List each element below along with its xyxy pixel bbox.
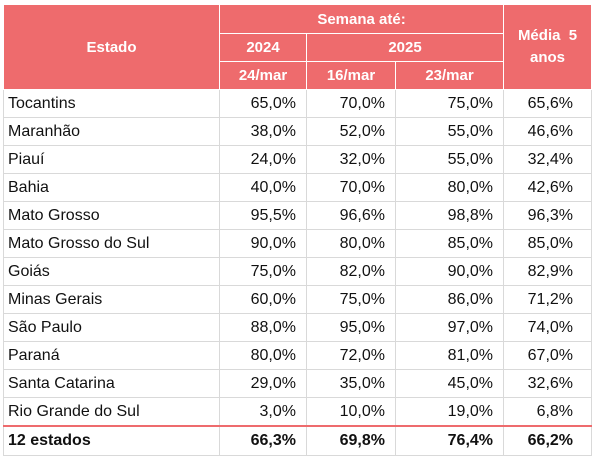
cell-v3: 98,8% xyxy=(394,201,505,230)
cell-estado: Santa Catarina xyxy=(3,369,220,398)
cell-v1: 3,0% xyxy=(219,397,307,427)
table-footer: 12 estados 66,3% 69,8% 76,4% 66,2% xyxy=(3,425,593,456)
table-row: Paraná 80,0% 72,0% 81,0% 67,0% xyxy=(3,341,593,370)
cell-v1: 75,0% xyxy=(219,257,307,286)
cell-v1: 24,0% xyxy=(219,145,307,174)
header-estado: Estado xyxy=(3,4,220,90)
table-row: Mato Grosso 95,5% 96,6% 98,8% 96,3% xyxy=(3,201,593,230)
cell-v1: 90,0% xyxy=(219,229,307,258)
header-media-line1: Média 5 xyxy=(517,27,578,44)
table-row: Tocantins 65,0% 70,0% 75,0% 65,6% xyxy=(3,89,593,118)
cell-v2: 72,0% xyxy=(306,341,396,370)
table-row: Rio Grande do Sul 3,0% 10,0% 19,0% 6,8% xyxy=(3,397,593,427)
cell-v3: 45,0% xyxy=(394,369,505,398)
cell-v2: 35,0% xyxy=(306,369,396,398)
cell-estado: Mato Grosso xyxy=(3,201,220,230)
state-progress-table: Estado Semana até: Média 5 anos 2024 202… xyxy=(3,4,593,456)
cell-estado: Goiás xyxy=(3,257,220,286)
cell-v3: 81,0% xyxy=(394,341,505,370)
header-year-2024: 2024 xyxy=(219,33,307,62)
cell-v2: 70,0% xyxy=(306,173,396,202)
header-media: Média 5 anos xyxy=(503,4,593,90)
cell-media: 6,8% xyxy=(503,397,593,427)
cell-v2: 70,0% xyxy=(306,89,396,118)
header-media-line2: anos xyxy=(530,49,566,66)
cell-v3: 19,0% xyxy=(394,397,505,427)
cell-v1: 60,0% xyxy=(219,285,307,314)
cell-media: 32,4% xyxy=(503,145,593,174)
total-v1: 66,3% xyxy=(219,425,307,456)
table-row: Minas Gerais 60,0% 75,0% 86,0% 71,2% xyxy=(3,285,593,314)
cell-v1: 95,5% xyxy=(219,201,307,230)
header-date-1: 24/mar xyxy=(219,61,307,90)
cell-estado: Tocantins xyxy=(3,89,220,118)
table-body: Tocantins 65,0% 70,0% 75,0% 65,6% Maranhão 38… xyxy=(3,89,593,427)
total-v2: 69,8% xyxy=(306,425,396,456)
cell-v2: 96,6% xyxy=(306,201,396,230)
cell-media: 46,6% xyxy=(503,117,593,146)
table-row: Goiás 75,0% 82,0% 90,0% 82,9% xyxy=(3,257,593,286)
cell-v3: 85,0% xyxy=(394,229,505,258)
cell-estado: Bahia xyxy=(3,173,220,202)
cell-media: 82,9% xyxy=(503,257,593,286)
cell-media: 42,6% xyxy=(503,173,593,202)
cell-v2: 32,0% xyxy=(306,145,396,174)
cell-v1: 65,0% xyxy=(219,89,307,118)
total-v3: 76,4% xyxy=(394,425,505,456)
cell-media: 96,3% xyxy=(503,201,593,230)
cell-v2: 75,0% xyxy=(306,285,396,314)
cell-estado: Maranhão xyxy=(3,117,220,146)
cell-v3: 80,0% xyxy=(394,173,505,202)
cell-estado: Paraná xyxy=(3,341,220,370)
cell-v3: 55,0% xyxy=(394,117,505,146)
total-media: 66,2% xyxy=(503,425,593,456)
cell-estado: Mato Grosso do Sul xyxy=(3,229,220,258)
cell-v3: 97,0% xyxy=(394,313,505,342)
cell-v1: 29,0% xyxy=(219,369,307,398)
cell-v1: 80,0% xyxy=(219,341,307,370)
cell-v3: 90,0% xyxy=(394,257,505,286)
cell-estado: Minas Gerais xyxy=(3,285,220,314)
cell-estado: Rio Grande do Sul xyxy=(3,397,220,427)
table-row: Santa Catarina 29,0% 35,0% 45,0% 32,6% xyxy=(3,369,593,398)
table-row: São Paulo 88,0% 95,0% 97,0% 74,0% xyxy=(3,313,593,342)
cell-media: 85,0% xyxy=(503,229,593,258)
header-semana: Semana até: xyxy=(218,4,505,34)
cell-estado: Piauí xyxy=(3,145,220,174)
cell-v1: 40,0% xyxy=(219,173,307,202)
cell-v3: 75,0% xyxy=(394,89,505,118)
table-row: Mato Grosso do Sul 90,0% 80,0% 85,0% 85,0% xyxy=(3,229,593,258)
cell-v2: 80,0% xyxy=(306,229,396,258)
cell-v2: 82,0% xyxy=(306,257,396,286)
cell-v3: 86,0% xyxy=(394,285,505,314)
total-estado: 12 estados xyxy=(3,425,220,456)
cell-media: 32,6% xyxy=(503,369,593,398)
table-header: Estado Semana até: Média 5 anos 2024 202… xyxy=(3,4,593,90)
cell-v2: 95,0% xyxy=(306,313,396,342)
header-year-2025: 2025 xyxy=(305,33,505,62)
cell-media: 74,0% xyxy=(503,313,593,342)
cell-v1: 38,0% xyxy=(219,117,307,146)
header-date-2: 16/mar xyxy=(306,61,396,90)
cell-v2: 52,0% xyxy=(306,117,396,146)
cell-estado: São Paulo xyxy=(3,313,220,342)
cell-media: 71,2% xyxy=(503,285,593,314)
table-row: Maranhão 38,0% 52,0% 55,0% 46,6% xyxy=(3,117,593,146)
table-row: Bahia 40,0% 70,0% 80,0% 42,6% xyxy=(3,173,593,202)
header-date-3: 23/mar xyxy=(394,61,505,90)
total-row: 12 estados 66,3% 69,8% 76,4% 66,2% xyxy=(3,425,593,456)
cell-media: 65,6% xyxy=(503,89,593,118)
cell-media: 67,0% xyxy=(503,341,593,370)
cell-v2: 10,0% xyxy=(306,397,396,427)
cell-v3: 55,0% xyxy=(394,145,505,174)
table-row: Piauí 24,0% 32,0% 55,0% 32,4% xyxy=(3,145,593,174)
cell-v1: 88,0% xyxy=(219,313,307,342)
